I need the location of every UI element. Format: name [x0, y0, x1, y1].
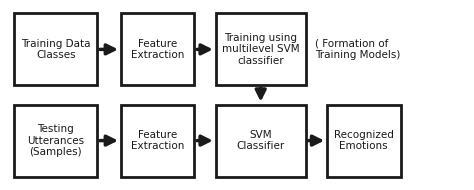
- Text: Feature
Extraction: Feature Extraction: [131, 39, 184, 60]
- Text: Training Data
Classes: Training Data Classes: [21, 39, 91, 60]
- FancyBboxPatch shape: [14, 105, 97, 177]
- FancyBboxPatch shape: [327, 105, 401, 177]
- FancyBboxPatch shape: [216, 105, 306, 177]
- FancyBboxPatch shape: [14, 13, 97, 86]
- FancyBboxPatch shape: [121, 13, 194, 86]
- Text: SVM
Classifier: SVM Classifier: [237, 130, 285, 151]
- FancyBboxPatch shape: [216, 13, 306, 86]
- Text: Training using
multilevel SVM
classifier: Training using multilevel SVM classifier: [222, 33, 300, 66]
- Text: Recognized
Emotions: Recognized Emotions: [334, 130, 394, 151]
- Text: ( Formation of
Training Models): ( Formation of Training Models): [315, 39, 401, 60]
- FancyBboxPatch shape: [121, 105, 194, 177]
- Text: Feature
Extraction: Feature Extraction: [131, 130, 184, 151]
- Text: Testing
Utterances
(Samples): Testing Utterances (Samples): [27, 124, 84, 157]
